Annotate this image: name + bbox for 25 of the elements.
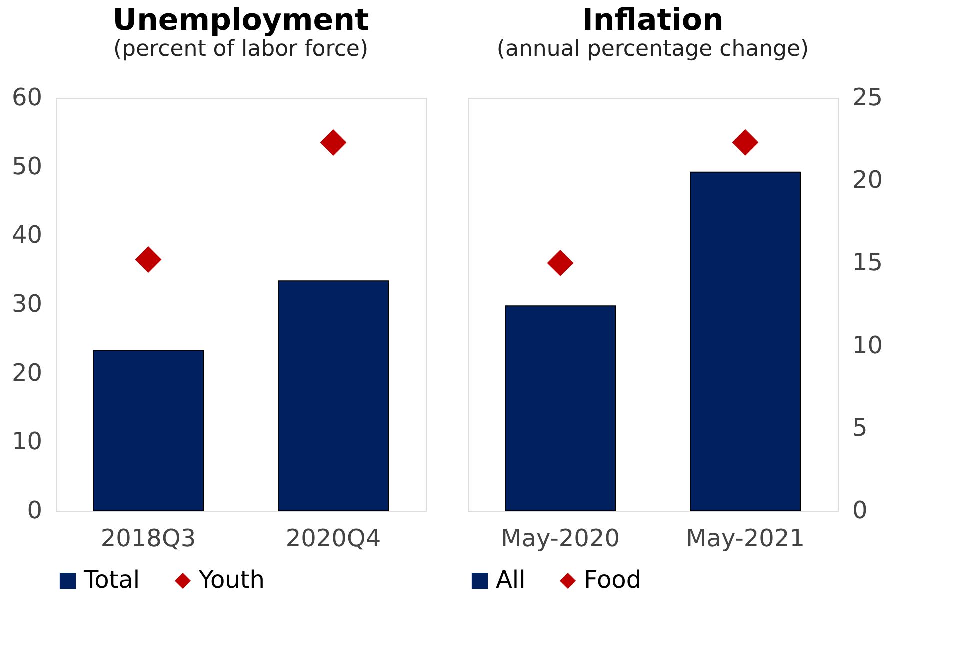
- x-tick-label: 2018Q3: [100, 524, 196, 552]
- x-tick-label: 2020Q4: [286, 524, 382, 552]
- y2-tick-label: 25: [852, 84, 884, 112]
- legend-label: All: [496, 566, 526, 594]
- y2-tick-label: 10: [852, 331, 884, 360]
- chart-title: Unemployment: [112, 3, 370, 38]
- y-tick-label: 0: [27, 496, 42, 524]
- legend-label: Food: [584, 566, 642, 594]
- legend-label: Total: [83, 566, 140, 594]
- y2-tick-label: 20: [852, 166, 884, 194]
- y-tick-label: 50: [12, 152, 42, 180]
- x-tick-label: May-2020: [501, 524, 620, 552]
- y-tick-label: 60: [12, 84, 42, 112]
- chart-title: Inflation: [582, 3, 724, 38]
- y-tick-label: 40: [12, 221, 42, 250]
- chart-subtitle: (annual percentage change): [496, 37, 810, 62]
- legend-label: Youth: [198, 566, 265, 594]
- y2-tick-label: 5: [852, 414, 868, 442]
- chart-subtitle: (percent of labor force): [113, 37, 369, 62]
- y-tick-label: 10: [12, 428, 42, 456]
- y-tick-label: 30: [12, 290, 42, 318]
- x-tick-label: May-2021: [686, 524, 805, 552]
- y-tick-label: 20: [12, 358, 42, 387]
- y2-tick-label: 15: [852, 248, 884, 277]
- y2-tick-label: 0: [852, 496, 868, 524]
